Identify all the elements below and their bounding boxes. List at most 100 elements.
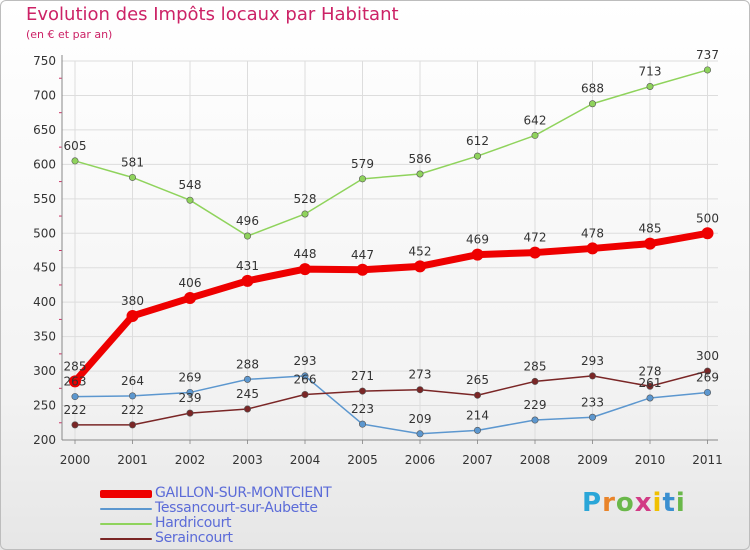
data-label-tessancourt-sur-aubette: 288	[236, 357, 259, 371]
data-point-seraincourt	[71, 421, 79, 429]
data-point-gaillon-sur-montcient	[414, 260, 426, 273]
y-tick-label: 500	[33, 226, 56, 240]
data-label-hardricourt: 713	[639, 64, 662, 78]
x-tick-label: 2004	[290, 453, 321, 467]
data-label-seraincourt: 285	[524, 359, 547, 373]
data-label-gaillon-sur-montcient: 472	[524, 231, 547, 245]
data-point-tessancourt-sur-aubette	[186, 388, 194, 396]
data-label-gaillon-sur-montcient: 500	[696, 211, 719, 225]
logo-letter: r	[602, 488, 616, 518]
data-point-gaillon-sur-montcient	[471, 248, 484, 261]
data-point-gaillon-sur-montcient	[299, 263, 311, 276]
data-point-tessancourt-sur-aubette	[531, 416, 539, 424]
data-point-gaillon-sur-montcient	[644, 237, 656, 250]
data-label-seraincourt: 266	[294, 373, 317, 387]
data-label-hardricourt: 548	[179, 178, 202, 192]
data-label-seraincourt: 300	[696, 349, 719, 363]
data-label-tessancourt-sur-aubette: 233	[581, 395, 604, 409]
data-point-hardricourt	[129, 173, 137, 181]
data-point-tessancourt-sur-aubette	[588, 413, 596, 421]
data-label-hardricourt: 737	[696, 48, 719, 62]
data-point-seraincourt	[301, 391, 309, 399]
x-tick-label: 2000	[60, 453, 91, 467]
proxiti-logo: Proxiti	[582, 488, 686, 518]
data-label-hardricourt: 612	[466, 134, 489, 148]
y-tick-label: 300	[33, 364, 56, 378]
x-tick-label: 2006	[405, 453, 436, 467]
x-tick-label: 2007	[462, 453, 493, 467]
gridlines	[62, 60, 718, 441]
data-point-seraincourt	[244, 405, 252, 413]
y-tick-label: 450	[33, 261, 56, 275]
data-label-seraincourt: 293	[581, 354, 604, 368]
logo-letter: o	[615, 488, 635, 518]
data-label-seraincourt: 222	[64, 403, 87, 417]
chart-subtitle: (en € et par an)	[26, 28, 113, 41]
y-tick-label: 650	[33, 123, 56, 137]
data-label-gaillon-sur-montcient: 285	[64, 359, 87, 373]
logo-letter: i	[675, 488, 686, 518]
data-label-tessancourt-sur-aubette: 209	[409, 412, 432, 426]
data-label-gaillon-sur-montcient: 452	[409, 244, 432, 258]
data-label-gaillon-sur-montcient: 406	[179, 276, 202, 290]
data-label-seraincourt: 222	[121, 403, 144, 417]
data-point-hardricourt	[301, 210, 309, 218]
data-point-seraincourt	[416, 386, 424, 394]
data-label-seraincourt: 273	[409, 368, 432, 382]
data-point-seraincourt	[646, 382, 654, 390]
legend-swatch	[100, 489, 152, 498]
data-label-gaillon-sur-montcient: 431	[236, 259, 259, 273]
data-label-hardricourt: 642	[524, 113, 547, 127]
data-point-tessancourt-sur-aubette	[416, 430, 424, 438]
data-point-seraincourt	[129, 421, 137, 429]
data-label-hardricourt: 586	[409, 152, 432, 166]
data-point-gaillon-sur-montcient	[529, 246, 541, 259]
data-point-seraincourt	[473, 391, 481, 399]
data-point-seraincourt	[358, 387, 366, 395]
data-label-tessancourt-sur-aubette: 264	[121, 374, 144, 388]
x-tick-label: 2011	[692, 453, 723, 467]
x-tick-label: 2009	[577, 453, 608, 467]
data-point-hardricourt	[588, 100, 596, 108]
data-point-hardricourt	[473, 152, 481, 160]
data-point-gaillon-sur-montcient	[586, 242, 599, 255]
y-tick-label: 400	[33, 295, 56, 309]
data-label-gaillon-sur-montcient: 469	[466, 233, 489, 247]
data-point-gaillon-sur-montcient	[701, 227, 714, 240]
data-point-tessancourt-sur-aubette	[358, 420, 366, 428]
data-label-tessancourt-sur-aubette: 293	[294, 354, 317, 368]
y-tick-label: 700	[33, 88, 56, 102]
legend-label: Tessancourt-sur-Aubette	[155, 500, 318, 516]
x-tick-label: 2003	[232, 453, 263, 467]
data-point-hardricourt	[358, 175, 366, 183]
data-point-hardricourt	[71, 157, 79, 165]
data-label-gaillon-sur-montcient: 447	[351, 248, 374, 262]
data-point-hardricourt	[416, 170, 424, 178]
data-label-tessancourt-sur-aubette: 263	[64, 375, 87, 389]
series-lines	[69, 66, 714, 438]
logo-letter: t	[662, 488, 676, 518]
data-label-tessancourt-sur-aubette: 223	[351, 402, 374, 416]
logo-letter: x	[634, 488, 653, 518]
legend-swatch	[100, 537, 152, 540]
data-label-hardricourt: 528	[294, 192, 317, 206]
data-point-hardricourt	[244, 232, 252, 240]
data-point-seraincourt	[186, 409, 194, 417]
data-point-tessancourt-sur-aubette	[301, 372, 309, 380]
data-point-gaillon-sur-montcient	[69, 375, 81, 388]
legend-swatch	[100, 522, 152, 525]
y-tick-label: 350	[33, 330, 56, 344]
x-tick-label: 2008	[520, 453, 551, 467]
data-label-seraincourt: 271	[351, 369, 374, 383]
y-tick-label: 250	[33, 399, 56, 413]
series-line-seraincourt	[74, 370, 709, 426]
legend-swatch	[100, 507, 152, 510]
data-label-gaillon-sur-montcient: 448	[294, 247, 317, 261]
data-point-seraincourt	[531, 377, 539, 385]
data-label-tessancourt-sur-aubette: 214	[466, 408, 489, 422]
data-point-seraincourt	[703, 367, 711, 375]
data-label-hardricourt: 496	[236, 214, 259, 228]
chart-title: Evolution des Impôts locaux par Habitant	[26, 4, 399, 25]
y-tick-label: 750	[33, 54, 56, 68]
